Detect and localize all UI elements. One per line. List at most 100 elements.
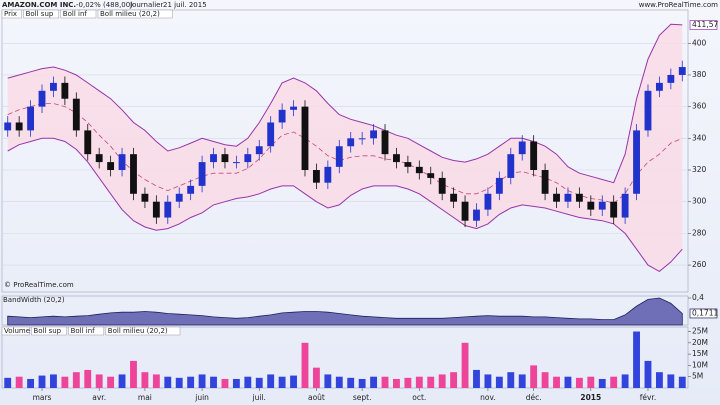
volume-bar — [438, 374, 446, 388]
candle-body — [370, 130, 378, 139]
volume-bar — [484, 374, 492, 388]
volume-bar — [381, 376, 389, 388]
volume-bar — [27, 378, 35, 388]
bandwidth-area — [7, 297, 683, 326]
volume-bar — [267, 374, 275, 388]
candle-body — [621, 193, 629, 218]
volume-bar — [507, 372, 515, 388]
candle-body — [644, 90, 652, 131]
candle-body — [107, 162, 115, 171]
candle-body — [95, 154, 103, 163]
legend-entry: Boll milieu (20,2) — [100, 10, 160, 18]
volume-bar — [358, 378, 366, 388]
date: 21 juil. 2015 — [163, 1, 207, 9]
candle-body — [50, 82, 57, 91]
candle-body — [335, 146, 343, 167]
candle-body — [244, 154, 252, 163]
volume-bar — [598, 378, 606, 388]
legend-box — [68, 326, 105, 336]
candle-body — [118, 154, 126, 171]
y-tick-label: 260 — [692, 260, 707, 269]
volume-bar — [38, 375, 46, 388]
candle-body — [324, 166, 332, 183]
volume-bar — [15, 376, 23, 388]
volume-bar — [530, 365, 538, 388]
volume-bar — [370, 376, 378, 388]
volume-bar — [633, 331, 640, 388]
candle-body — [38, 90, 46, 107]
x-tick-label: avr. — [92, 393, 106, 402]
y-tick-label: 0,4 — [692, 293, 704, 302]
candle-body — [278, 109, 286, 123]
volume-bar — [4, 377, 12, 388]
candle-body — [347, 138, 355, 147]
volume-bar — [130, 360, 137, 388]
candle-body — [667, 74, 675, 83]
volume-bar — [553, 376, 560, 388]
candle-body — [130, 154, 137, 194]
y-tick-label: 300 — [692, 197, 707, 206]
volume-bar — [450, 372, 458, 388]
candle-body — [541, 170, 549, 194]
y-tick-label: 360 — [692, 102, 707, 111]
candle-body — [404, 162, 412, 167]
candle-body — [72, 98, 80, 131]
panel-frame — [1, 326, 689, 389]
volume-bar — [72, 372, 80, 388]
volume-bar — [393, 378, 400, 388]
last-value-box — [689, 20, 718, 30]
x-tick-label: juil. — [252, 393, 266, 402]
volume-bar — [564, 376, 572, 388]
volume-bar — [495, 376, 503, 388]
volume-bar — [404, 377, 412, 388]
candle-body — [575, 193, 583, 202]
candle-body — [438, 177, 446, 194]
last-value-box — [689, 308, 718, 319]
candle-body — [461, 201, 469, 221]
legend-box — [97, 9, 173, 19]
candle-body — [473, 209, 480, 221]
y-tick-label: 5M — [692, 372, 703, 381]
candle-body — [553, 193, 560, 202]
candle-body — [141, 193, 149, 202]
candle-body — [198, 162, 206, 186]
candle-body — [187, 185, 195, 194]
volume-bar — [575, 377, 583, 388]
candle-body — [267, 122, 275, 147]
volume-bar — [152, 374, 160, 388]
candle-body — [312, 170, 320, 183]
last-value-label: 0,1711 — [692, 308, 718, 317]
volume-bar — [347, 377, 355, 388]
candle-body — [61, 82, 69, 99]
middle-band — [7, 103, 683, 204]
volume-bar — [118, 374, 126, 388]
volume-bar — [518, 374, 526, 388]
volume-bar — [187, 376, 195, 388]
y-tick-label: 320 — [692, 165, 707, 174]
copyright: © ProRealTime.com — [4, 281, 74, 289]
candle-body — [232, 162, 240, 164]
volume-bar — [290, 375, 297, 388]
candle-body — [484, 193, 492, 210]
y-tick-label: 20M — [692, 338, 708, 347]
legend-entry: Boll inf — [71, 327, 96, 335]
volume-bar — [655, 372, 663, 388]
stock-name: AMAZON.COM INC. — [2, 1, 76, 9]
legend-box — [1, 9, 22, 19]
volume-bar — [278, 376, 286, 388]
candle-body — [564, 193, 572, 202]
last-value-label: 411,57 — [692, 20, 718, 29]
volume-bar — [461, 342, 469, 388]
volume-bar — [473, 369, 480, 388]
y-tick-label: 400 — [692, 38, 707, 47]
candle-body — [393, 154, 400, 163]
change: -0,02% (488,00) — [76, 1, 133, 9]
candle-body — [164, 201, 172, 218]
x-tick-label: juin — [194, 393, 209, 402]
volume-bar — [644, 360, 652, 388]
candle-body — [358, 138, 366, 140]
legend-entry: Volume — [4, 327, 30, 335]
candle-body — [678, 67, 686, 75]
volume-bar — [107, 376, 115, 388]
x-tick-label: sept. — [353, 393, 372, 402]
